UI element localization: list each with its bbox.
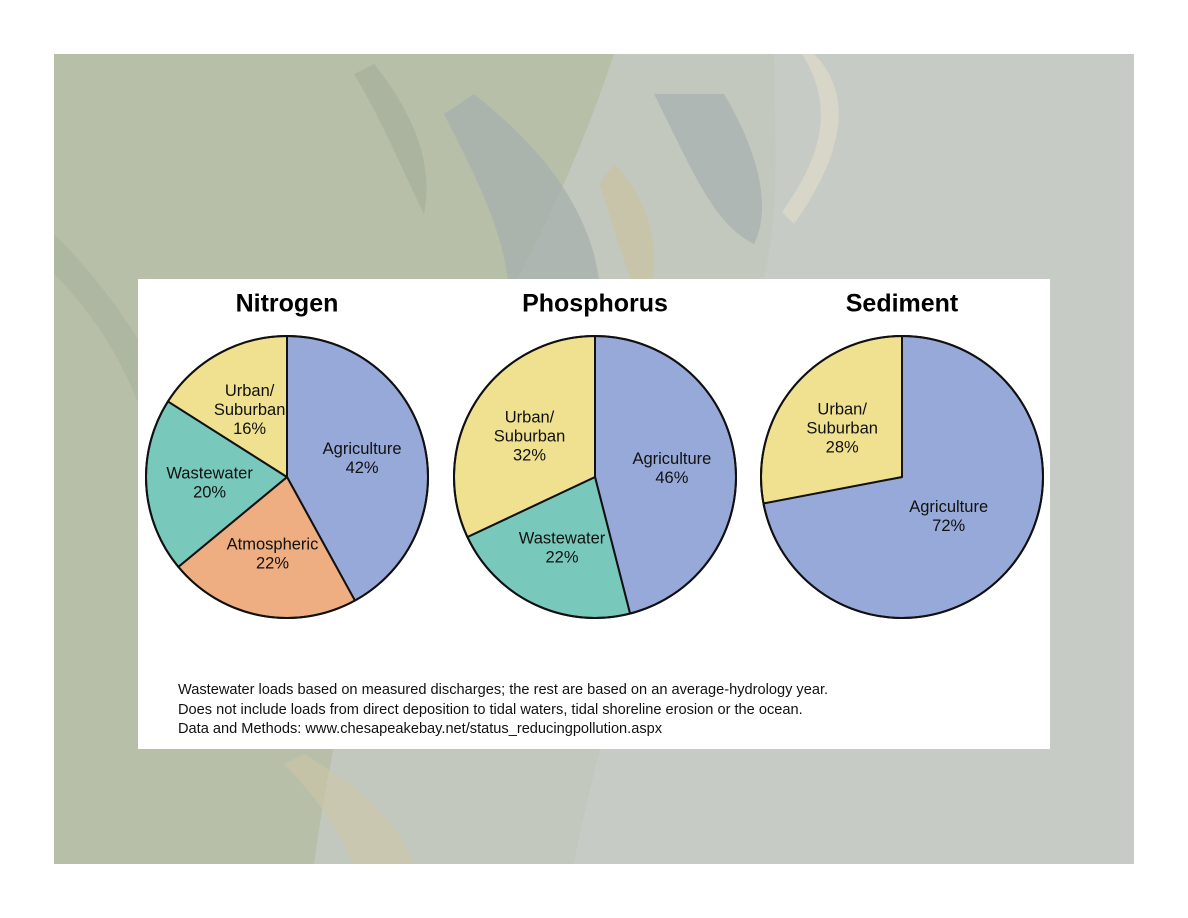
footnote-data-methods: Data and Methods: www.chesapeakebay.net/… bbox=[178, 721, 663, 737]
pie-chart-phosphorus: Phosphorus Agriculture 46% Wastewater 22% Urb… bbox=[453, 290, 737, 619]
chart-title-sediment: Sediment bbox=[846, 290, 959, 318]
slice-label-urban-suburban: Urban/Suburban 16% bbox=[214, 382, 286, 438]
slice-label-line: Suburban bbox=[806, 420, 878, 438]
slice-labels: Agriculture 42% Atmospheric 22% Wastewater 20… bbox=[166, 382, 401, 573]
slice-label-line: Urban/ bbox=[505, 408, 555, 426]
slice-label-atmospheric: Atmospheric 22% bbox=[227, 536, 319, 573]
slice-label-wastewater: Wastewater 20% bbox=[166, 464, 253, 501]
pie-outline bbox=[453, 335, 737, 619]
slice-labels: Agriculture 46% Wastewater 22% Urban/Suburba… bbox=[494, 408, 712, 566]
slice-label-line: 20% bbox=[193, 483, 226, 501]
slice-label-line: Suburban bbox=[214, 401, 286, 419]
slice-label-line: 42% bbox=[346, 459, 379, 477]
pie-chart-sediment: Sediment Agriculture 72% Urban/Suburban 28% bbox=[760, 290, 1044, 619]
slice-label-line: Wastewater bbox=[166, 464, 253, 482]
slice-label-line: Suburban bbox=[494, 427, 566, 445]
slice-label-line: 22% bbox=[545, 549, 578, 567]
slice-label-line: Atmospheric bbox=[227, 536, 319, 554]
chart-title-nitrogen: Nitrogen bbox=[236, 290, 339, 318]
footnotes: Wastewater loads based on measured disch… bbox=[178, 681, 828, 740]
pie-chart-nitrogen: Nitrogen Agriculture 42% Atmospheric 22% Wast… bbox=[145, 290, 429, 619]
slice-label-urban-suburban: Urban/Suburban 28% bbox=[806, 401, 878, 457]
footnote-wastewater: Wastewater loads based on measured disch… bbox=[178, 682, 829, 698]
slice-label-agriculture: Agriculture 42% bbox=[323, 440, 402, 477]
slice-label-urban-suburban: Urban/Suburban 32% bbox=[494, 408, 566, 464]
slice-label-line: Agriculture bbox=[632, 450, 711, 468]
slice-label-line: Urban/ bbox=[225, 382, 275, 400]
footnote-exclusions: Does not include loads from direct depos… bbox=[178, 701, 803, 718]
slice-label-line: Urban/ bbox=[817, 401, 867, 419]
pie-outline bbox=[145, 335, 429, 619]
slice-label-line: Agriculture bbox=[323, 440, 402, 458]
slice-label-line: 22% bbox=[256, 555, 289, 573]
slice-label-line: 28% bbox=[826, 439, 859, 457]
slice-label-line: 16% bbox=[233, 420, 266, 438]
slice-label-agriculture: Agriculture 46% bbox=[632, 450, 711, 487]
slice-label-line: 32% bbox=[513, 446, 546, 464]
chart-panel: Nitrogen Agriculture 42% Atmospheric 22% Wast… bbox=[138, 279, 1050, 749]
slice-label-line: 72% bbox=[932, 517, 965, 535]
slice-label-line: Agriculture bbox=[909, 498, 988, 516]
slice-labels: Agriculture 72% Urban/Suburban 28% bbox=[806, 401, 988, 535]
chart-title-phosphorus: Phosphorus bbox=[522, 290, 668, 318]
slice-label-line: 46% bbox=[655, 469, 688, 487]
slice-label-wastewater: Wastewater 22% bbox=[519, 530, 606, 567]
slice-label-line: Wastewater bbox=[519, 530, 606, 548]
slice-label-agriculture: Agriculture 72% bbox=[909, 498, 988, 535]
pie-outline bbox=[760, 335, 1044, 619]
